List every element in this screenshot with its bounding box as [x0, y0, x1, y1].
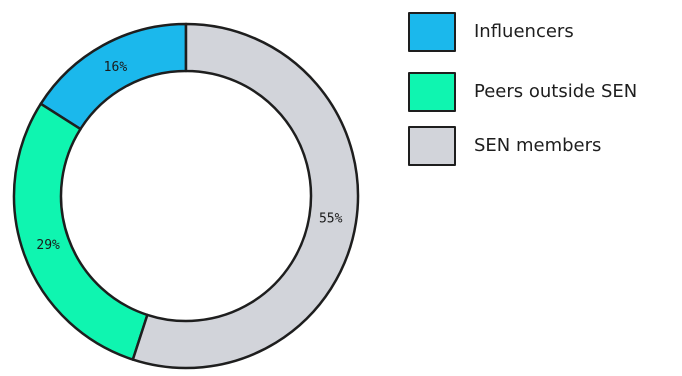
slice-label-influencers: 16% [104, 60, 128, 75]
donut-slice-peers-outside-sen [12, 102, 149, 361]
slice-label-sen-members: 55% [319, 211, 343, 226]
legend-swatch-influencers [408, 12, 456, 52]
slice-group [12, 22, 360, 370]
legend-item-peers-outside-sen: Peers outside SEN [408, 72, 678, 112]
slice-label-group: 16% 29% 55% [36, 60, 342, 253]
donut-slice-influencers [39, 22, 188, 131]
legend-item-influencers: Influencers [408, 12, 678, 52]
legend-label-sen-members: SEN members [474, 135, 602, 156]
legend-label-influencers: Influencers [474, 21, 574, 42]
legend-swatch-sen-members [408, 126, 456, 166]
slice-label-peers-outside-sen: 29% [36, 238, 60, 253]
legend-swatch-peers-outside-sen [408, 72, 456, 112]
legend-label-peers-outside-sen: Peers outside SEN [474, 81, 638, 102]
legend-item-sen-members: SEN members [408, 126, 678, 166]
donut-slice-sen-members [131, 22, 360, 370]
